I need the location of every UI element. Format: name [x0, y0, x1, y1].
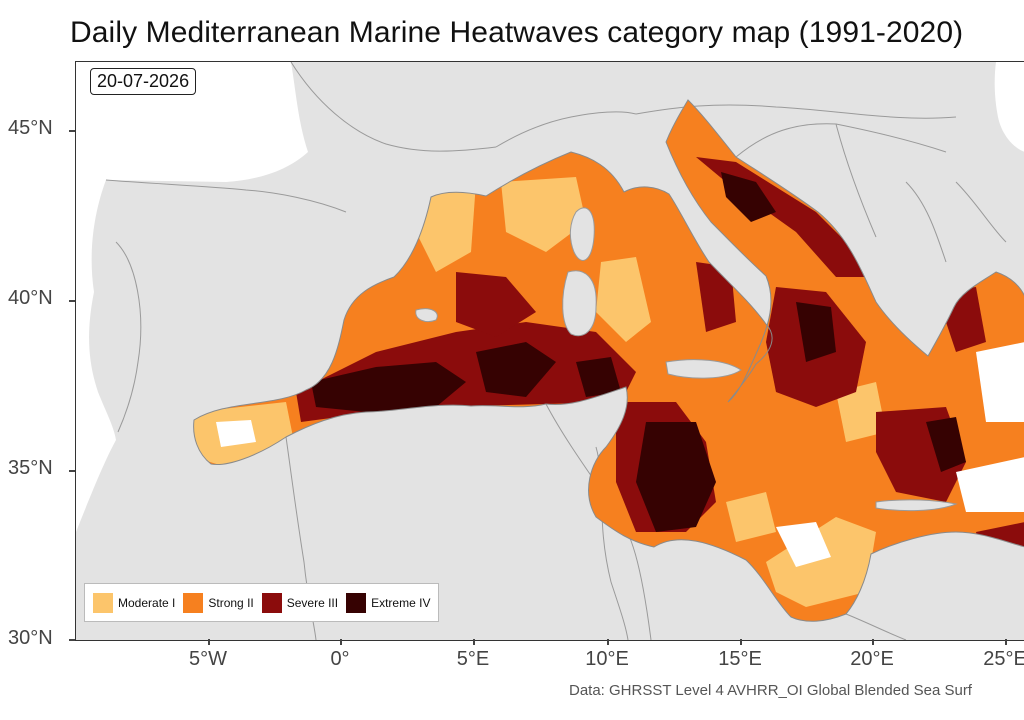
legend-item-extreme: Extreme IV: [346, 592, 431, 613]
x-tick-label-25e: 25°E: [983, 648, 1024, 670]
y-tick-mark-40n: [69, 300, 75, 302]
legend-label-severe: Severe III: [286, 595, 339, 610]
x-tick-label-0: 0°: [330, 648, 350, 670]
date-label: 20-07-2026: [90, 68, 197, 95]
legend-swatch-severe: [261, 592, 282, 613]
data-source-caption: Data: GHRSST Level 4 AVHRR_OI Global Ble…: [569, 682, 972, 699]
x-tick-mark-0: [340, 639, 342, 645]
crete: [875, 499, 958, 512]
x-tick-mark-5w: [208, 639, 210, 645]
x-tick-label-20e: 20°E: [850, 648, 894, 670]
legend-label-strong: Strong II: [208, 595, 254, 610]
x-tick-mark-25e: [1005, 639, 1007, 645]
x-tick-label-10e: 10°E: [585, 648, 629, 670]
legend-item-moderate: Moderate I: [93, 592, 176, 613]
x-tick-label-5w: 5°W: [189, 648, 227, 670]
legend-item-severe: Severe III: [261, 592, 339, 613]
black-sea-water: [994, 62, 1024, 152]
x-tick-mark-15e: [740, 639, 742, 645]
legend-item-strong: Strong II: [183, 592, 254, 613]
x-tick-mark-20e: [872, 639, 874, 645]
corsica: [569, 207, 595, 261]
islands: [415, 207, 958, 512]
legend: Moderate I Strong II Severe III Extreme …: [84, 583, 440, 622]
y-tick-mark-30n: [69, 639, 75, 641]
x-tick-label-15e: 15°E: [718, 648, 762, 670]
country-borders: [105, 62, 1007, 640]
map-panel: 20-07-2026 Moderate I Strong II Severe I…: [75, 61, 1024, 641]
map-title: Daily Mediterranean Marine Heatwaves cat…: [70, 16, 964, 49]
y-tick-label-40n: 40°N: [8, 287, 53, 309]
map-canvas: [76, 62, 1024, 640]
sicily: [665, 359, 742, 379]
x-tick-mark-10e: [607, 639, 609, 645]
atlantic-water: [76, 62, 308, 532]
y-tick-label-30n: 30°N: [8, 627, 53, 649]
y-tick-label-35n: 35°N: [8, 457, 53, 479]
sardinia: [562, 270, 597, 337]
legend-swatch-moderate: [93, 592, 113, 613]
legend-label-extreme: Extreme IV: [371, 595, 431, 610]
mallorca: [415, 308, 438, 323]
legend-swatch-strong: [183, 592, 204, 613]
x-tick-label-5e: 5°E: [456, 648, 490, 670]
y-tick-label-45n: 45°N: [8, 117, 53, 139]
y-tick-mark-45n: [69, 130, 75, 132]
y-tick-mark-35n: [69, 470, 75, 472]
x-tick-mark-5e: [473, 639, 475, 645]
legend-label-moderate: Moderate I: [118, 595, 176, 610]
legend-swatch-extreme: [346, 592, 367, 613]
coastline: [193, 99, 1024, 622]
